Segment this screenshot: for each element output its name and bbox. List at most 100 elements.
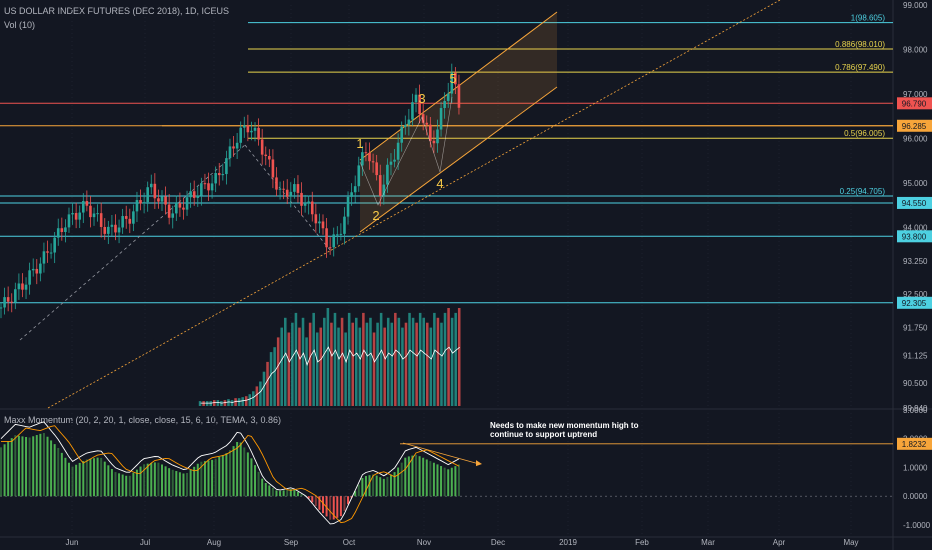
volume-bar (291, 322, 294, 406)
momentum-bar (7, 441, 10, 497)
time-tick-label: Nov (417, 538, 431, 547)
volume-bar (308, 322, 312, 406)
volume-bar (340, 317, 344, 406)
candle-body (142, 202, 146, 204)
candle-body (96, 213, 99, 215)
candle-body (429, 124, 432, 141)
price-flag-bg (897, 196, 932, 209)
volume-bar (426, 322, 429, 406)
momentum-bar (422, 457, 425, 497)
momentum-bar (429, 461, 432, 497)
candle-body (217, 173, 221, 176)
candle-body (321, 221, 325, 229)
candle-body (260, 139, 264, 155)
volume-bar (255, 386, 259, 406)
price-tick-label: 99.000 (903, 1, 928, 10)
volume-bar (213, 400, 216, 406)
momentum-bar (193, 466, 196, 497)
candle-body (246, 125, 250, 133)
momentum-bar (189, 469, 192, 497)
volume-bar (450, 317, 454, 406)
momentum-bar (78, 462, 81, 497)
momentum-bar (318, 496, 321, 510)
candle-body (171, 213, 175, 218)
volume-bar (344, 332, 347, 406)
momentum-bar (257, 471, 260, 497)
candle-body (457, 84, 461, 108)
candle-body (6, 297, 10, 302)
fib-level-label: 1(98.605) (851, 14, 886, 23)
momentum-bar (254, 465, 257, 497)
momentum-tick-label: -1.0000 (903, 521, 931, 530)
price-tick-label: 91.125 (903, 351, 928, 360)
momentum-bar (132, 472, 135, 497)
up-leg-line (19, 144, 246, 341)
volume-bar (237, 398, 241, 406)
momentum-bar (100, 457, 103, 497)
candle-body (268, 156, 271, 160)
volume-bar (323, 317, 326, 406)
candle-body (210, 183, 214, 191)
candle-body (285, 189, 289, 197)
volume-bar (280, 327, 283, 406)
candle-body (314, 214, 318, 224)
candle-body (225, 158, 228, 175)
momentum-bar (178, 472, 181, 497)
momentum-bar (372, 474, 375, 497)
candle-body (343, 216, 346, 234)
candle-body (300, 192, 303, 206)
momentum-bar (200, 461, 203, 497)
candle-body (167, 204, 171, 218)
candle-body (403, 124, 407, 127)
candle-body (192, 191, 196, 198)
candle-body (164, 196, 167, 205)
momentum-bar (3, 444, 6, 497)
volume-bar (198, 401, 202, 406)
momentum-bar (60, 452, 63, 497)
candle-body (67, 214, 71, 228)
volume-bar (440, 322, 443, 406)
candle-body (196, 195, 200, 198)
price-tick-label: 94.000 (903, 223, 928, 232)
volume-bar (276, 337, 280, 406)
volume-bar (436, 317, 440, 406)
momentum-bar (354, 491, 357, 497)
volume-bar (422, 317, 425, 406)
momentum-bar (347, 496, 350, 505)
momentum-bar (361, 478, 364, 497)
indicator-label: Maxx Momentum (20, 2, 20, 1, close, clos… (4, 415, 281, 425)
momentum-bar (110, 469, 113, 497)
momentum-bar (450, 467, 453, 497)
momentum-bar (271, 487, 274, 497)
volume-bar (386, 317, 390, 406)
oscillator-line (0, 421, 460, 525)
price-tick-label: 98.000 (903, 45, 928, 54)
momentum-bar (221, 455, 224, 497)
candle-body (200, 183, 203, 196)
candle-body (56, 228, 60, 238)
momentum-bar (89, 458, 92, 497)
price-tick-label: 97.000 (903, 90, 928, 99)
momentum-bar (114, 472, 117, 497)
time-tick-label: Dec (491, 538, 505, 547)
candle-body (85, 201, 89, 206)
candle-body (60, 228, 64, 233)
momentum-bar (150, 463, 153, 497)
candle-body (121, 216, 124, 228)
candle-body (353, 186, 357, 193)
volume-bar (355, 317, 358, 406)
momentum-bar (325, 496, 328, 517)
time-tick-label: Apr (773, 538, 786, 547)
volume-bar (305, 337, 308, 406)
volume-bar (287, 332, 291, 406)
momentum-bar (418, 456, 421, 497)
momentum-bar (10, 438, 13, 497)
candle-body (99, 213, 103, 227)
volume-bar (443, 312, 447, 406)
price-flag: 96.790 (902, 99, 927, 108)
volume-bar (358, 327, 362, 406)
momentum-bar (125, 475, 128, 497)
candle-body (228, 146, 232, 159)
momentum-bar (336, 496, 339, 518)
